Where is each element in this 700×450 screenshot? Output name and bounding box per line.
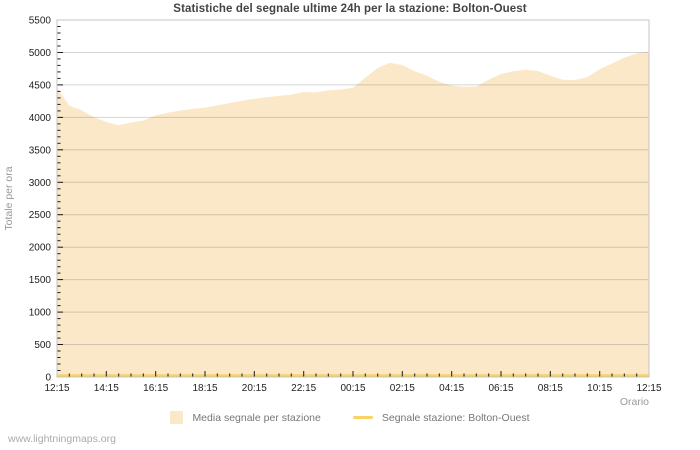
- svg-text:0: 0: [45, 373, 51, 384]
- svg-text:3500: 3500: [29, 145, 52, 156]
- svg-text:08:15: 08:15: [538, 383, 563, 394]
- svg-text:16:15: 16:15: [143, 383, 168, 394]
- area-swatch-icon: [170, 411, 184, 424]
- svg-text:00:15: 00:15: [340, 383, 365, 394]
- svg-text:4000: 4000: [29, 113, 52, 124]
- svg-text:04:15: 04:15: [439, 383, 464, 394]
- svg-text:06:15: 06:15: [488, 383, 513, 394]
- legend: Media segnale per stazione Segnale stazi…: [0, 411, 700, 424]
- watermark: www.lightningmaps.org: [8, 433, 116, 445]
- svg-text:2000: 2000: [29, 243, 52, 254]
- signal-area-chart: 0 500 1000 1500 2000 2500 3000 3500 4000 4500 5000…: [3, 16, 662, 409]
- legend-label-station: Segnale stazione: Bolton-Ouest: [381, 411, 530, 424]
- svg-text:22:15: 22:15: [291, 383, 316, 394]
- svg-text:1000: 1000: [29, 308, 52, 319]
- svg-text:1500: 1500: [29, 275, 52, 286]
- legend-label-media: Media segnale per stazione: [192, 411, 321, 424]
- svg-text:2500: 2500: [29, 210, 52, 221]
- svg-text:02:15: 02:15: [390, 383, 415, 394]
- svg-text:5000: 5000: [29, 48, 52, 59]
- svg-text:20:15: 20:15: [242, 383, 267, 394]
- svg-text:5500: 5500: [29, 16, 52, 27]
- line-swatch-icon: [352, 416, 373, 419]
- svg-text:12:15: 12:15: [44, 383, 69, 394]
- svg-text:4500: 4500: [29, 80, 52, 91]
- svg-text:10:15: 10:15: [587, 383, 612, 394]
- svg-text:3000: 3000: [29, 178, 52, 189]
- svg-text:Totale per ora: Totale per ora: [3, 166, 15, 230]
- svg-text:18:15: 18:15: [192, 383, 217, 394]
- svg-text:14:15: 14:15: [94, 383, 119, 394]
- legend-item-media: Media segnale per stazione: [170, 411, 321, 424]
- svg-text:500: 500: [34, 340, 51, 351]
- svg-text:12:15: 12:15: [636, 383, 661, 394]
- legend-item-station: Segnale stazione: Bolton-Ouest: [352, 411, 530, 424]
- chart-title: Statistiche del segnale ultime 24h per l…: [173, 3, 527, 15]
- svg-text:Orario: Orario: [620, 396, 649, 408]
